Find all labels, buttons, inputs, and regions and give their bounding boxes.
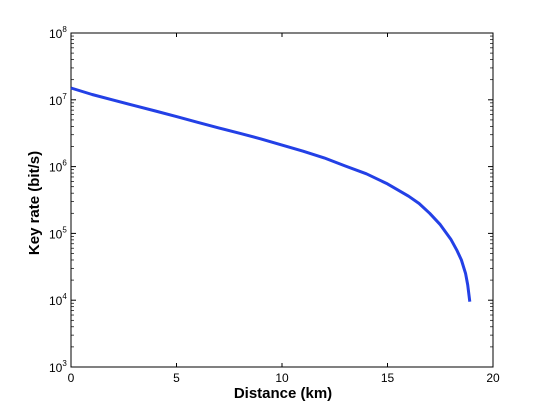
y-tick-base: 10 bbox=[49, 94, 63, 108]
x-axis-title: Distance (km) bbox=[234, 385, 332, 402]
y-tick-label: 103 bbox=[49, 359, 67, 375]
y-axis-title: Key rate (bit/s) bbox=[26, 151, 43, 255]
y-tick-base: 10 bbox=[49, 161, 63, 175]
x-tick-label: 0 bbox=[68, 371, 75, 385]
series-line bbox=[70, 86, 472, 302]
y-tick-label: 106 bbox=[49, 159, 67, 175]
y-tick-exponent: 6 bbox=[62, 159, 67, 168]
y-tick-label: 107 bbox=[49, 92, 67, 108]
x-tick-label: 20 bbox=[486, 371, 500, 385]
plot-frame bbox=[70, 32, 494, 368]
y-tick-base: 10 bbox=[49, 27, 63, 41]
y-tick-exponent: 5 bbox=[62, 225, 67, 234]
y-tick-exponent: 3 bbox=[62, 359, 67, 368]
y-tick-base: 10 bbox=[49, 361, 63, 375]
y-tick-base: 10 bbox=[49, 227, 63, 241]
y-tick-label: 105 bbox=[49, 225, 67, 241]
x-tick-label: 5 bbox=[173, 371, 180, 385]
y-tick-exponent: 8 bbox=[62, 25, 67, 34]
x-tick-label: 10 bbox=[275, 371, 289, 385]
y-tick-base: 10 bbox=[49, 294, 63, 308]
y-tick-exponent: 4 bbox=[62, 292, 67, 301]
y-tick-label: 104 bbox=[49, 292, 67, 308]
x-tick-label: 15 bbox=[381, 371, 395, 385]
y-tick-exponent: 7 bbox=[62, 92, 67, 101]
y-tick-label: 108 bbox=[49, 25, 67, 41]
